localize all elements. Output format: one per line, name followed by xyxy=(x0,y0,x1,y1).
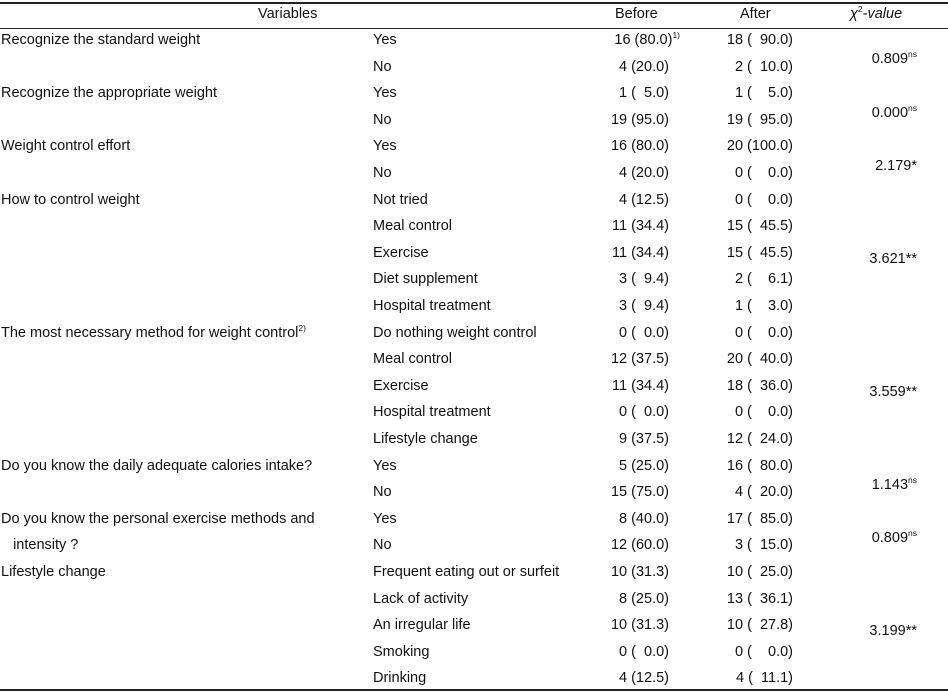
table-bottom-rule xyxy=(0,689,948,691)
row-after-value: 0 ( 0.0) xyxy=(734,643,793,660)
row-variable: Recognize the appropriate weight xyxy=(1,85,218,102)
row-before-value: 0 ( 0.0) xyxy=(619,404,669,421)
row-category: Yes xyxy=(373,457,397,474)
row-after-value: 2 ( 10.0) xyxy=(734,58,793,75)
row-variable: Weight control effort xyxy=(1,138,131,155)
row-before-value: 0 ( 0.0) xyxy=(619,643,669,660)
row-variable: Do you know the daily adequate calories … xyxy=(1,457,313,474)
row-before-value: 4 (12.5) xyxy=(619,670,669,687)
chi-square-value: 0.000ns xyxy=(871,102,917,121)
row-before-value: 16 (80.0)1) xyxy=(614,30,680,48)
row-before-value: 5 (25.0) xyxy=(619,457,669,474)
row-category: Lack of activity xyxy=(373,590,469,607)
row-category: Smoking xyxy=(373,643,430,660)
row-before-value: 11 (34.4) xyxy=(612,244,669,261)
row-before-value: 4 (20.0) xyxy=(619,165,669,181)
chi-square-value: 1.143ns xyxy=(871,474,917,493)
row-before-value: 12 (60.0) xyxy=(610,537,669,554)
row-category: No xyxy=(373,484,392,501)
row-category: No xyxy=(373,58,392,75)
row-variable: Do you know the personal exercise method… xyxy=(1,510,315,527)
chi-square-value: 3.199** xyxy=(869,623,917,640)
row-category: Hospital treatment xyxy=(373,404,491,421)
row-after-value: 20 (100.0) xyxy=(726,138,793,155)
row-before-value: 9 (37.5) xyxy=(619,431,669,447)
row-before-value: 10 (31.3) xyxy=(610,564,669,580)
row-category: Yes xyxy=(373,510,397,527)
row-variable: intensity ? xyxy=(1,537,79,554)
row-category: Hospital treatment xyxy=(373,298,491,314)
row-before-value: 4 (20.0) xyxy=(619,58,669,75)
row-category: Exercise xyxy=(373,244,429,261)
chi-square-value: 2.179* xyxy=(875,157,917,174)
row-category: Yes xyxy=(373,32,397,48)
header-rule xyxy=(0,28,948,29)
row-category: Yes xyxy=(373,138,397,155)
header-chi-value: χ2-value xyxy=(850,4,903,22)
row-after-value: 13 ( 36.1) xyxy=(726,590,793,607)
row-category: No xyxy=(373,111,392,128)
row-before-value: 19 (95.0) xyxy=(610,111,669,128)
row-after-value: 15 ( 45.5) xyxy=(726,218,793,235)
row-after-value: 20 ( 40.0) xyxy=(726,351,793,368)
row-after-value: 0 ( 0.0) xyxy=(734,191,793,208)
row-before-value: 10 (31.3) xyxy=(610,617,669,634)
row-after-value: 2 ( 6.1) xyxy=(734,271,793,288)
row-category: No xyxy=(373,165,392,181)
row-after-value: 0 ( 0.0) xyxy=(734,324,793,341)
row-after-value: 10 ( 27.8) xyxy=(726,617,793,634)
row-after-value: 3 ( 15.0) xyxy=(734,537,793,554)
row-category: Meal control xyxy=(373,351,452,368)
row-after-value: 18 ( 36.0) xyxy=(726,377,793,394)
row-after-value: 0 ( 0.0) xyxy=(734,404,793,421)
row-variable: Recognize the standard weight xyxy=(1,32,201,48)
row-after-value: 0 ( 0.0) xyxy=(734,165,793,181)
row-after-value: 4 ( 11.1) xyxy=(736,670,793,687)
row-after-value: 15 ( 45.5) xyxy=(726,244,793,261)
row-variable: How to control weight xyxy=(1,191,140,208)
row-after-value: 17 ( 85.0) xyxy=(726,510,793,527)
row-after-value: 19 ( 95.0) xyxy=(726,111,793,128)
row-before-value: 16 (80.0) xyxy=(610,138,669,155)
header-before: Before xyxy=(615,6,658,22)
table-top-rule xyxy=(0,2,948,4)
row-before-value: 0 ( 0.0) xyxy=(619,324,669,341)
row-after-value: 1 ( 3.0) xyxy=(734,298,793,314)
row-after-value: 12 ( 24.0) xyxy=(726,431,793,447)
row-before-value: 15 (75.0) xyxy=(610,484,669,501)
row-after-value: 16 ( 80.0) xyxy=(726,457,793,474)
chi-square-value: 3.621** xyxy=(869,250,917,267)
row-before-value: 3 ( 9.4) xyxy=(619,298,669,314)
row-category: Meal control xyxy=(373,218,452,235)
row-before-value: 12 (37.5) xyxy=(610,351,669,368)
row-category: Not tried xyxy=(373,191,428,208)
row-category: An irregular life xyxy=(373,617,471,634)
row-before-value: 4 (12.5) xyxy=(619,191,669,208)
row-category: Do nothing weight control xyxy=(373,324,537,341)
row-before-value: 1 ( 5.0) xyxy=(619,85,669,102)
chi-square-value: 0.809ns xyxy=(871,49,917,68)
header-variables: Variables xyxy=(258,6,318,22)
row-after-value: 10 ( 25.0) xyxy=(726,564,793,580)
row-variable: Lifestyle change xyxy=(1,564,106,580)
row-category: Lifestyle change xyxy=(373,431,478,447)
row-category: Yes xyxy=(373,85,397,102)
chi-square-value: 3.559** xyxy=(869,383,917,400)
row-after-value: 1 ( 5.0) xyxy=(734,85,793,102)
row-category: Diet supplement xyxy=(373,271,478,288)
chi-square-value: 0.809ns xyxy=(871,528,917,547)
row-before-value: 11 (34.4) xyxy=(612,218,669,235)
header-after: After xyxy=(740,6,771,22)
row-after-value: 18 ( 90.0) xyxy=(726,32,793,48)
row-before-value: 8 (25.0) xyxy=(619,590,669,607)
row-category: Drinking xyxy=(373,670,427,687)
row-category: Exercise xyxy=(373,377,429,394)
row-category: No xyxy=(373,537,392,554)
row-before-value: 3 ( 9.4) xyxy=(619,271,669,288)
row-category: Frequent eating out or surfeit xyxy=(373,564,560,580)
row-after-value: 4 ( 20.0) xyxy=(734,484,793,501)
row-before-value: 11 (34.4) xyxy=(612,377,669,394)
row-variable: The most necessary method for weight con… xyxy=(1,322,306,341)
row-before-value: 8 (40.0) xyxy=(619,510,669,527)
